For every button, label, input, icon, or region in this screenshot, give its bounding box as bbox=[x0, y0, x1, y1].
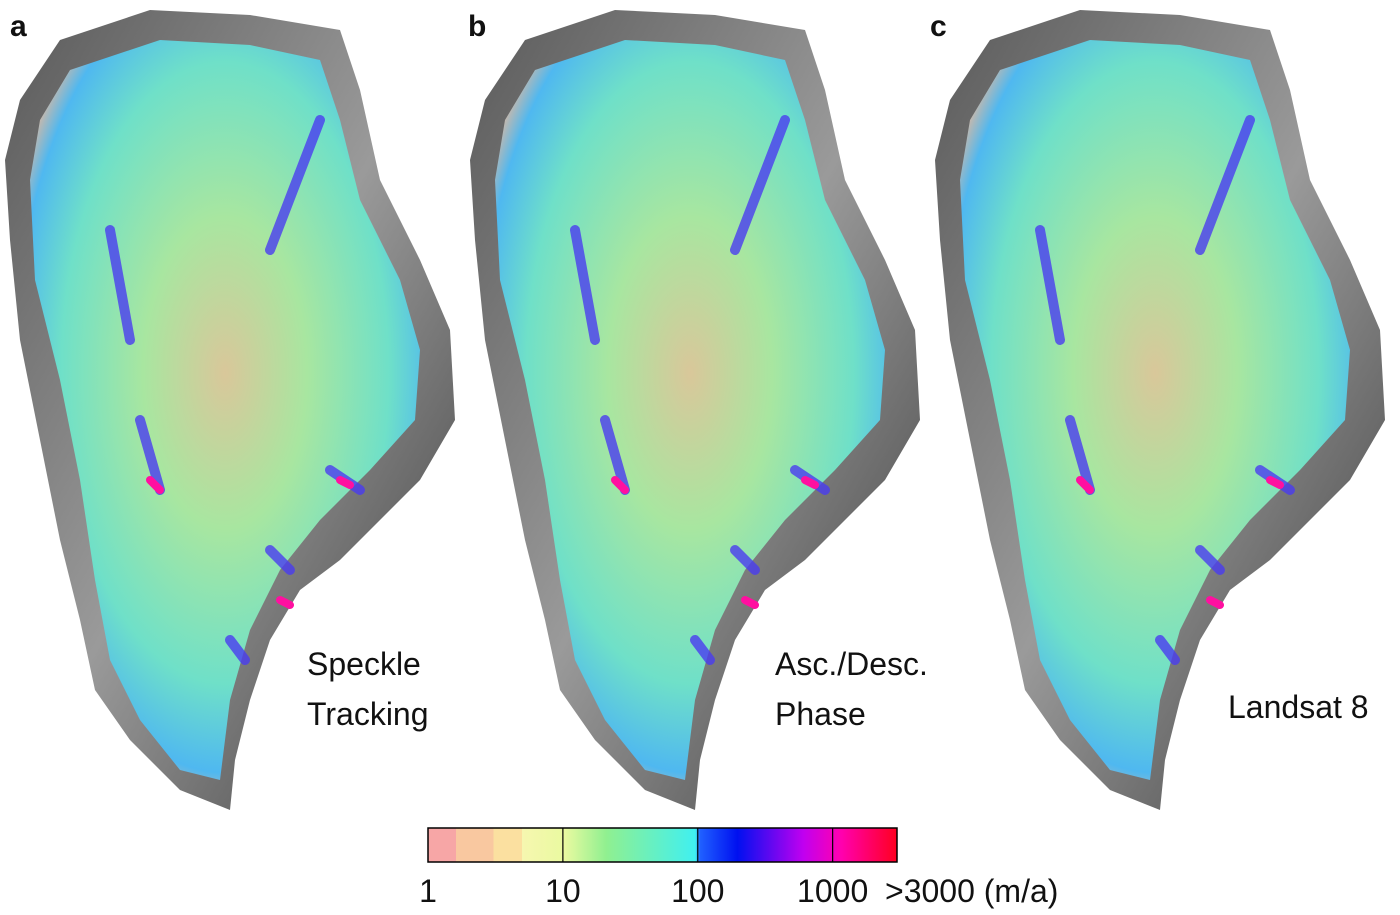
colorbar-ticks: 1 10 100 1000 >3000 (m/a) bbox=[419, 828, 1058, 909]
map-a bbox=[5, 10, 455, 810]
colorbar-tick-label: 10 bbox=[545, 873, 581, 909]
caption: Phase bbox=[775, 696, 866, 732]
colorbar-tick-label: 1000 bbox=[797, 873, 868, 909]
colorbar-tick-label: >3000 (m/a) bbox=[885, 873, 1058, 909]
caption: Asc./Desc. bbox=[775, 646, 928, 682]
caption: Tracking bbox=[307, 696, 429, 732]
colorbar-tick-label: 1 bbox=[419, 873, 437, 909]
caption: Landsat 8 bbox=[1228, 689, 1369, 725]
colorbar bbox=[427, 827, 898, 863]
caption: Speckle bbox=[307, 646, 421, 682]
colorbar-tick-label: 100 bbox=[671, 873, 724, 909]
panel-label: b bbox=[468, 10, 486, 43]
panel-label: c bbox=[930, 10, 947, 43]
map-b bbox=[470, 10, 920, 810]
panel-label: a bbox=[10, 10, 27, 43]
